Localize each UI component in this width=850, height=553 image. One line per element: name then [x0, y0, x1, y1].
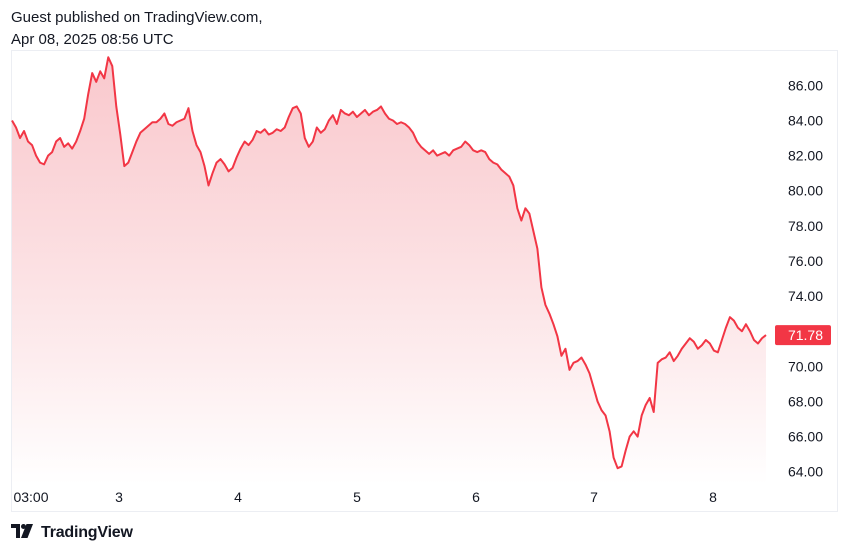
x-tick-label: 3 [115, 489, 123, 505]
y-tick-label: 70.00 [788, 358, 823, 374]
y-tick-label: 66.00 [788, 429, 823, 445]
x-tick-label: 8 [709, 489, 717, 505]
x-tick-label: 5 [353, 489, 361, 505]
x-axis: 03:00 3 4 5 6 7 8 [13, 489, 717, 505]
footer: TradingView [11, 522, 133, 544]
y-tick-label: 86.00 [788, 77, 823, 93]
y-tick-label: 84.00 [788, 113, 823, 129]
y-tick-label: 74.00 [788, 288, 823, 304]
y-tick-label: 80.00 [788, 183, 823, 199]
x-tick-label: 4 [234, 489, 242, 505]
y-tick-label: 82.00 [788, 148, 823, 164]
price-area-fill [12, 57, 766, 485]
price-line [11, 56, 767, 470]
y-tick-label: 78.00 [788, 218, 823, 234]
x-tick-label: 03:00 [13, 489, 48, 505]
publish-timestamp: Apr 08, 2025 08:56 UTC [11, 31, 174, 48]
last-price-value: 71.78 [788, 327, 823, 343]
brand-name[interactable]: TradingView [41, 524, 133, 541]
x-tick-label: 7 [590, 489, 598, 505]
chart-frame [11, 50, 838, 512]
last-price-badge [775, 325, 831, 346]
last-price-marker: 71.78 [775, 325, 831, 346]
y-tick-label: 76.00 [788, 253, 823, 269]
tradingview-logo-icon[interactable] [11, 523, 35, 543]
x-tick-label: 6 [472, 489, 480, 505]
publish-info: Guest published on TradingView.com, Apr … [11, 7, 263, 51]
y-tick-label: 64.00 [788, 464, 823, 480]
y-axis: 64.0066.0068.0070.0072.0074.0076.0078.00… [788, 77, 823, 479]
y-tick-label: 68.00 [788, 394, 823, 410]
published-line: Guest published on TradingView.com, [11, 9, 263, 26]
